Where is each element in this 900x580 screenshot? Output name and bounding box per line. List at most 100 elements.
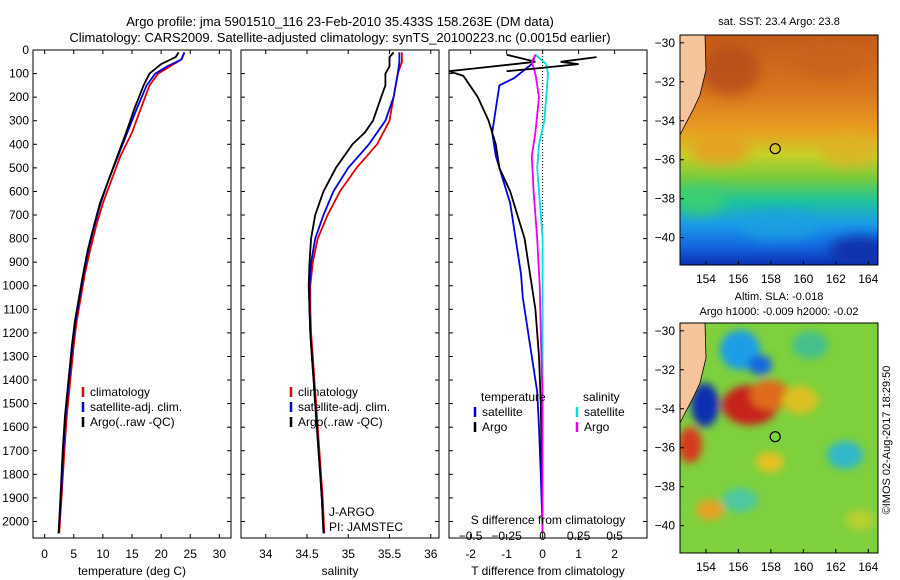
x-tick-label: 35.5 (378, 547, 402, 561)
y-tick-label: 600 (9, 184, 29, 198)
legend-label: satellite-adj. clim. (298, 400, 390, 414)
map-y-tick-label: −34 (655, 114, 676, 128)
credit-text: ©IMOS 02-Aug-2017 18:29:50 (881, 366, 893, 515)
y-tick-label: 1000 (2, 279, 29, 293)
series-line-argo-raw-qc- (307, 51, 395, 534)
legend-label: satellite-adj. clim. (90, 400, 182, 414)
s-tick-label: −0.25 (491, 529, 522, 543)
x-tick-label: 30 (213, 547, 227, 561)
x-tick-label: 2 (611, 547, 618, 561)
map-x-tick-label: 162 (826, 272, 846, 286)
legend-label: Argo (584, 420, 610, 434)
x-tick-label: 36 (424, 547, 438, 561)
y-tick-label: 1100 (3, 302, 29, 316)
sst-map-frame (679, 34, 879, 266)
difference-profile-xlabel: T difference from climatology (471, 564, 625, 578)
y-tick-label: 1900 (2, 491, 29, 505)
map-x-tick-label: 156 (728, 272, 748, 286)
map-x-tick-label: 154 (696, 272, 716, 286)
series-line-salinity-argo (530, 54, 544, 534)
s-difference-label: S difference from climatology (471, 513, 626, 527)
map-x-tick-label: 160 (793, 272, 813, 286)
x-tick-label: 0 (41, 547, 48, 561)
y-tick-label: 500 (9, 161, 29, 175)
s-tick-label: 0.5 (606, 529, 623, 543)
series-line-temperature-satellite (491, 54, 544, 534)
difference-profile-frame (448, 49, 648, 539)
y-tick-label: 200 (9, 90, 29, 104)
map-y-tick-label: −38 (655, 480, 676, 494)
x-tick-label: 20 (154, 547, 168, 561)
salinity-profile-xlabel: salinity (322, 564, 359, 578)
series-line-argo-raw-qc- (57, 51, 180, 534)
map-y-tick-label: −30 (655, 36, 676, 50)
legend-label: climatology (90, 385, 150, 399)
legend-label: satellite (584, 405, 625, 419)
s-tick-label: −0.5 (459, 529, 483, 543)
map-x-tick-label: 164 (858, 272, 878, 286)
x-tick-label: 1 (575, 547, 582, 561)
legend-label: Argo (482, 420, 508, 434)
argo-location-marker-sla (769, 431, 781, 443)
map-y-tick-label: −34 (655, 402, 676, 416)
series-line-climatology (58, 52, 186, 534)
series-line-temperature-spike (506, 56, 597, 73)
x-tick-label: 35 (342, 547, 356, 561)
y-tick-label: 1700 (2, 444, 29, 458)
salinity-profile-panel: 34 34.5 35 35.5 36 salinity climatologysatelli… (240, 49, 440, 578)
s-tick-label: 0.25 (567, 529, 591, 543)
sst-map-panel: sat. SST: 23.4 Argo: 23.8 154 156 158 160 16… (655, 16, 879, 286)
sst-map-title: sat. SST: 23.4 Argo: 23.8 (718, 16, 840, 28)
map-y-tick-label: −36 (655, 153, 676, 167)
y-tick-label: 400 (9, 137, 29, 151)
x-tick-label: -1 (501, 547, 512, 561)
land-australia-sla (680, 323, 706, 423)
x-tick-label: 15 (125, 547, 139, 561)
map-y-tick-label: −30 (655, 324, 676, 338)
map-x-tick-label: 162 (826, 560, 846, 574)
argo-location-marker (769, 143, 781, 155)
legend-label: Argo(..raw -QC) (90, 415, 175, 429)
series-line-temperature-argo (449, 53, 544, 534)
temperature-profile-panel: 0 5 10 15 20 25 30 temperature (deg C) 0 100 200 30… (2, 43, 232, 578)
map-x-tick-label: 158 (761, 272, 781, 286)
series-line-salinity-satellite (534, 54, 549, 534)
map-y-tick-label: −40 (655, 519, 676, 533)
y-tick-label: 1800 (2, 467, 29, 481)
legend-salinity-heading: salinity (583, 390, 620, 404)
map-y-tick-label: −40 (655, 231, 676, 245)
map-x-tick-label: 160 (793, 560, 813, 574)
y-tick-label: 1300 (2, 349, 29, 363)
y-tick-label: 300 (9, 114, 29, 128)
map-y-tick-label: −32 (655, 363, 676, 377)
x-tick-label: -2 (465, 547, 476, 561)
x-tick-label: 25 (184, 547, 198, 561)
sla-map-panel: Altim. SLA: -0.018 Argo h1000: -0.009 h2… (655, 291, 879, 574)
x-tick-label: 5 (70, 547, 77, 561)
sla-texture (680, 330, 874, 530)
s-tick-label: 0 (539, 529, 546, 543)
y-tick-label: 800 (9, 232, 29, 246)
map-x-tick-label: 158 (761, 560, 781, 574)
y-tick-label: 1200 (2, 326, 29, 340)
sst-texture (680, 40, 878, 264)
difference-profile-panel: -2 -1 0 1 2 T difference from climatology temp… (448, 49, 648, 578)
x-tick-label: 34 (259, 547, 273, 561)
y-tick-label: 1400 (2, 373, 29, 387)
map-y-tick-label: −36 (655, 441, 676, 455)
legend-label: climatology (298, 385, 358, 399)
x-tick-label: 34.5 (295, 547, 319, 561)
map-x-tick-label: 156 (728, 560, 748, 574)
map-x-tick-label: 154 (696, 560, 716, 574)
x-tick-label: 0 (539, 547, 546, 561)
annotation-project: J-ARGO (329, 505, 374, 519)
temperature-profile-xlabel: temperature (deg C) (78, 564, 186, 578)
y-tick-label: 1500 (2, 397, 29, 411)
map-y-tick-label: −38 (655, 192, 676, 206)
legend-label: Argo(..raw -QC) (298, 415, 383, 429)
y-tick-label: 100 (9, 67, 29, 81)
y-tick-label: 1600 (2, 420, 29, 434)
sla-map-subtitle: Argo h1000: -0.009 h2000: -0.02 (699, 306, 858, 318)
legend-label: satellite (482, 405, 523, 419)
sla-map-title: Altim. SLA: -0.018 (735, 291, 824, 303)
